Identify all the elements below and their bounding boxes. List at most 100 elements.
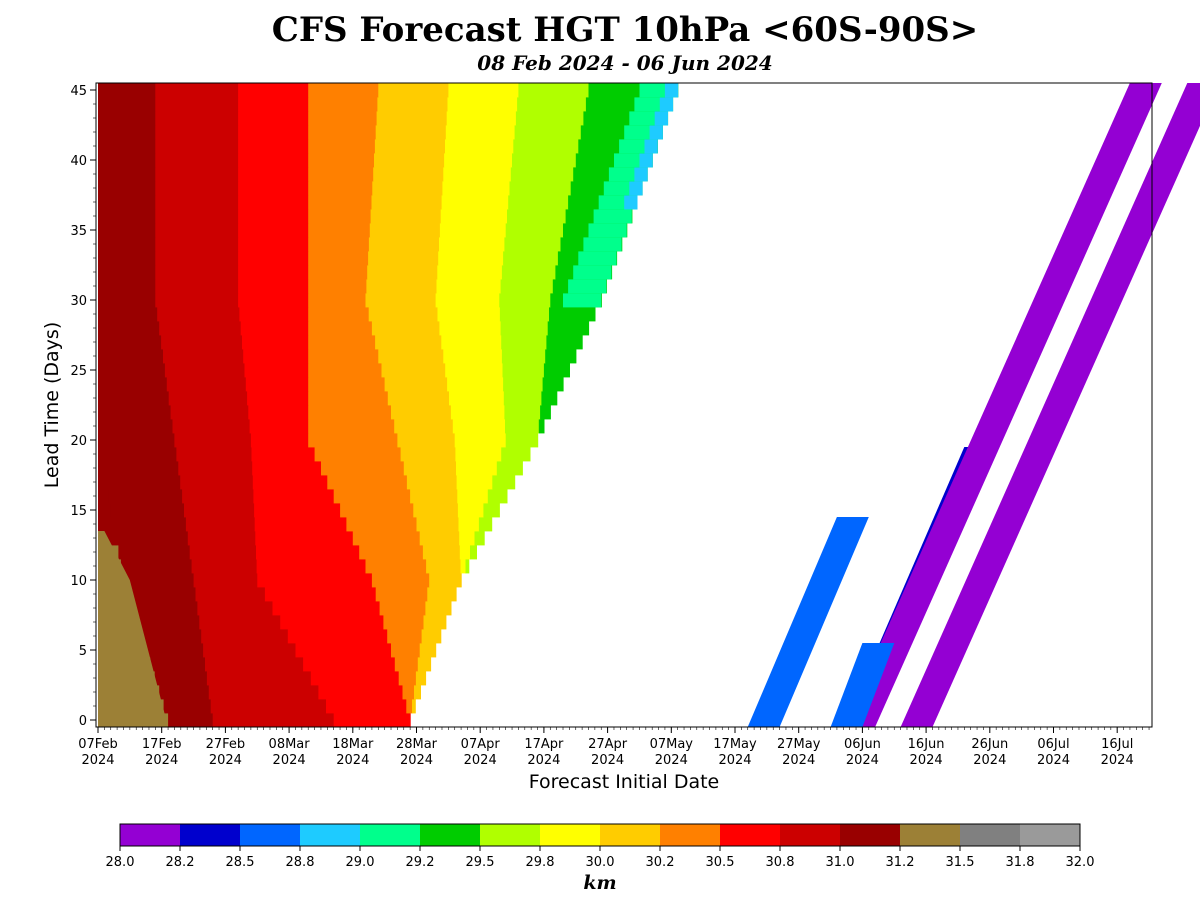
- x-tick-label: 26Jun: [971, 737, 1008, 752]
- heatmap-cell: [105, 475, 181, 490]
- heatmap-cell: [238, 83, 309, 98]
- heatmap-cell: [508, 195, 569, 210]
- heatmap-cell: [436, 279, 502, 294]
- heatmap-cell: [136, 615, 200, 630]
- heatmap-cell: [308, 223, 371, 238]
- heatmap-cell: [437, 307, 501, 322]
- heatmap-cell: [375, 587, 428, 602]
- heatmap-cell: [414, 685, 421, 700]
- heatmap-cell: [98, 167, 156, 182]
- heatmap-cell: [127, 587, 196, 602]
- x-tick-year: 2024: [336, 753, 369, 768]
- heatmap-cell: [421, 629, 442, 644]
- heatmap-cell: [308, 111, 378, 126]
- heatmap-cell: [459, 531, 476, 546]
- heatmap-cell: [505, 223, 564, 238]
- x-tick-year: 2024: [527, 753, 560, 768]
- heatmap-cell: [384, 377, 448, 392]
- heatmap-cell: [378, 349, 444, 364]
- heatmap-cell: [98, 111, 156, 126]
- chart-subtitle: 08 Feb 2024 - 06 Jun 2024: [477, 51, 772, 75]
- plot-area: [98, 83, 1200, 728]
- heatmap-cell: [98, 83, 156, 98]
- heatmap-cell: [441, 195, 509, 210]
- heatmap-cell: [238, 209, 309, 224]
- heatmap-cell: [98, 349, 164, 364]
- heatmap-cell: [155, 167, 239, 182]
- heatmap-cell: [624, 195, 638, 210]
- heatmap-cell: [98, 125, 156, 140]
- x-tick-label: 27May: [777, 737, 821, 752]
- heatmap-cell: [141, 629, 202, 644]
- heatmap-cell: [98, 251, 156, 266]
- heatmap-cell: [333, 489, 411, 504]
- x-tick-year: 2024: [400, 753, 433, 768]
- x-tick-year: 2024: [464, 753, 497, 768]
- heatmap-cell: [412, 699, 416, 714]
- heatmap-cell: [370, 209, 442, 224]
- heatmap-cell: [340, 503, 414, 518]
- heatmap-cell: [503, 377, 544, 392]
- heatmap-cell: [460, 559, 467, 574]
- x-axis: 07Feb202417Feb202427Feb202408Mar202418Ma…: [78, 727, 1150, 768]
- heatmap-cell: [394, 419, 454, 434]
- colorbar-swatch: [960, 824, 1021, 846]
- heatmap-cell: [629, 181, 643, 196]
- heatmap-cell: [240, 321, 309, 336]
- colorbar-tick-label: 28.5: [226, 855, 255, 870]
- y-tick-label: 40: [70, 154, 87, 169]
- heatmap-cell: [326, 699, 407, 714]
- x-tick-year: 2024: [910, 753, 943, 768]
- heatmap-cell: [98, 97, 156, 112]
- heatmap-cell: [303, 657, 396, 672]
- heatmap-cell: [256, 545, 360, 560]
- heatmap-diagonal-band: [747, 517, 869, 727]
- heatmap-cell: [238, 139, 309, 154]
- heatmap-cell: [98, 153, 156, 168]
- heatmap-cell: [417, 657, 432, 672]
- heatmap-cell: [98, 517, 114, 532]
- heatmap-cell: [308, 419, 395, 434]
- heatmap-cell: [98, 405, 172, 420]
- heatmap-cell: [435, 293, 500, 308]
- heatmap-cell: [492, 475, 516, 490]
- heatmap-cell: [443, 167, 512, 182]
- heatmap-cell: [457, 503, 484, 518]
- x-tick-label: 16Jul: [1101, 737, 1133, 752]
- heatmap-cell: [98, 363, 166, 378]
- heatmap-cell: [115, 531, 189, 546]
- colorbar-swatch: [420, 824, 481, 846]
- y-tick-label: 5: [79, 644, 87, 659]
- heatmap-cell: [547, 321, 590, 336]
- heatmap-cell: [371, 321, 440, 336]
- heatmap-cell: [639, 153, 653, 168]
- heatmap-cell: [210, 699, 327, 714]
- heatmap-cell: [371, 195, 443, 210]
- colorbar-tick-label: 28.8: [286, 855, 315, 870]
- heatmap-cell: [98, 489, 109, 504]
- x-tick-year: 2024: [209, 753, 242, 768]
- heatmap-cell: [458, 517, 480, 532]
- heatmap-cell: [178, 461, 253, 476]
- heatmap-cell: [98, 391, 170, 406]
- heatmap-cell: [507, 209, 567, 224]
- heatmap-cell: [423, 615, 447, 630]
- heatmap-cell: [98, 335, 162, 350]
- x-tick-year: 2024: [81, 753, 114, 768]
- heatmap-cell: [546, 335, 583, 350]
- heatmap-cell: [503, 251, 559, 266]
- heatmap-cell: [588, 223, 627, 238]
- colorbar-swatch: [840, 824, 901, 846]
- colorbar-tick-label: 30.0: [586, 855, 615, 870]
- heatmap-cell: [280, 615, 384, 630]
- heatmap-cell: [155, 209, 239, 224]
- heatmap-cell: [455, 447, 502, 462]
- heatmap-cell: [155, 97, 239, 112]
- heatmap-cell: [244, 363, 309, 378]
- heatmap-cell: [593, 209, 632, 224]
- heatmap-cell: [98, 223, 156, 238]
- heatmap-cell: [478, 517, 493, 532]
- heatmap-cell: [238, 153, 309, 168]
- colorbar-swatch: [900, 824, 961, 846]
- heatmap-cell: [457, 489, 489, 504]
